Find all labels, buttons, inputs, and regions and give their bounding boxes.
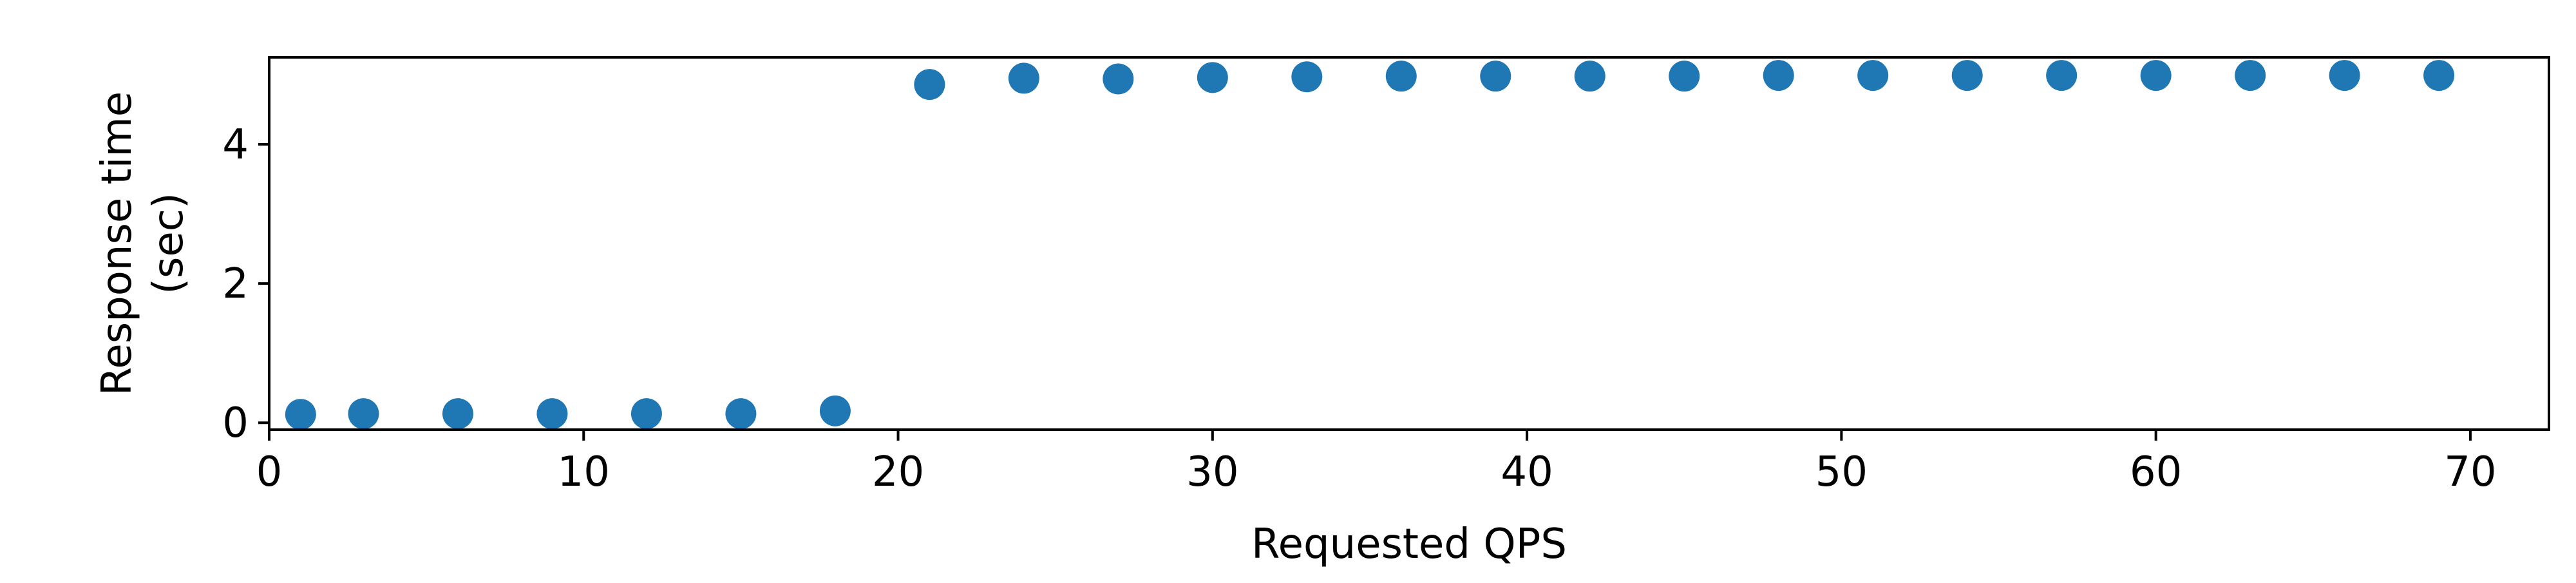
data-point [2046,60,2078,91]
data-point [2235,60,2266,91]
data-point [630,398,662,430]
data-points [285,60,2455,430]
data-point [1197,62,1228,93]
data-point [1385,61,1417,92]
data-point [725,398,757,430]
x-tick-label: 50 [1815,448,1868,496]
data-point [442,398,473,430]
x-tick-label: 60 [2130,448,2182,496]
data-point [1763,60,1794,91]
x-tick-label: 30 [1186,448,1238,496]
data-point [1291,61,1323,93]
data-point [348,398,379,430]
data-point [285,399,316,430]
data-point [2423,60,2455,91]
data-point [1951,60,1983,91]
x-tick-label: 40 [1501,448,1553,496]
data-point [1574,61,1605,92]
data-point [819,395,851,426]
data-point [1008,62,1039,94]
y-tick-label: 4 [222,121,249,169]
y-tick-label: 0 [222,399,249,447]
data-point [1103,63,1134,95]
data-point [1669,61,1700,92]
y-axis-label-line2: (sec) [145,193,193,294]
x-axis-ticks: 0 10 20 30 40 50 60 70 [256,430,2497,496]
x-axis-label: Requested QPS [1251,521,1567,568]
data-point [536,398,568,430]
x-tick-label: 20 [872,448,924,496]
y-axis-label-line1: Response time [93,91,141,396]
x-tick-label: 0 [256,448,283,496]
data-point [2329,60,2360,91]
y-tick-label: 2 [222,260,249,308]
data-point [1480,61,1511,92]
x-tick-label: 70 [2444,448,2496,496]
plot-area-frame [268,56,2550,431]
x-tick-label: 10 [558,448,610,496]
y-axis-ticks: 0 2 4 [222,121,269,447]
data-point [1857,60,1889,91]
data-point [2140,60,2172,91]
data-point [914,69,945,100]
